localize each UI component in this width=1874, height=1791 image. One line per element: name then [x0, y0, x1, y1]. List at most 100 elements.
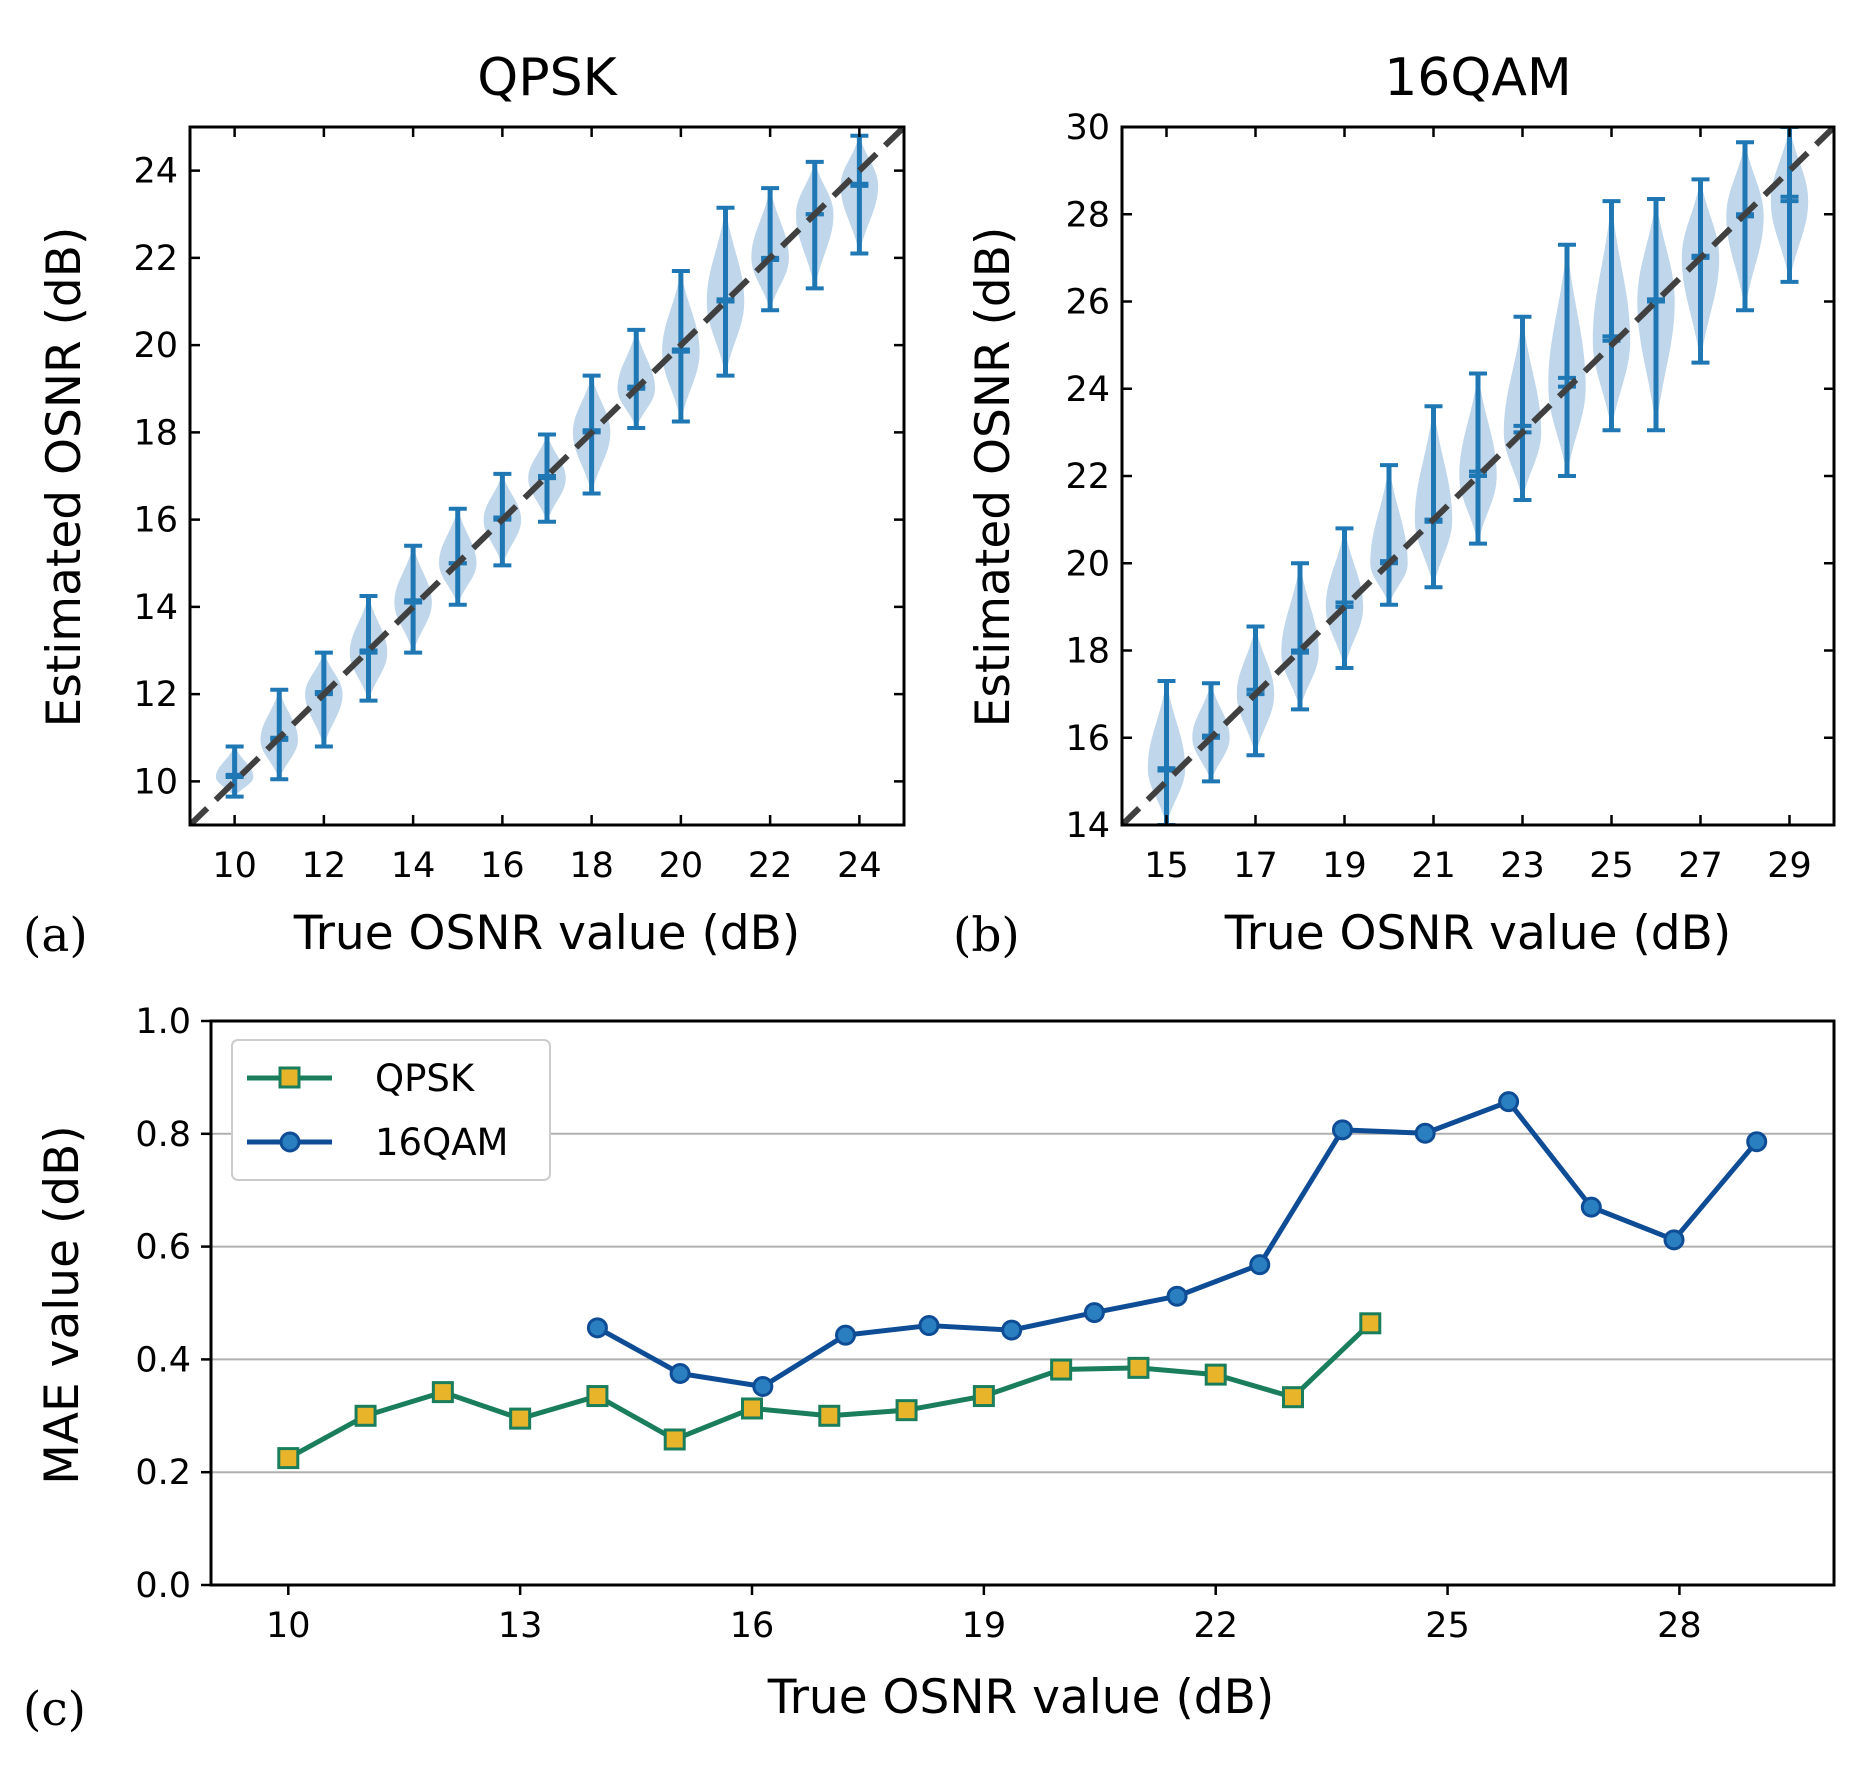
panel-a-x-axis-title: True OSNR value (dB): [293, 906, 800, 961]
data-point-qpsk: [1282, 1386, 1304, 1409]
panel-a-label: (a): [23, 908, 88, 963]
y-tick-label: 24: [133, 152, 178, 192]
x-tick-label: 25: [1425, 1606, 1470, 1646]
x-tick-label: 21: [1411, 846, 1456, 886]
axes-frame: [188, 125, 906, 827]
reference-diagonal-line: [190, 127, 904, 825]
reference-diagonal-line: [1122, 127, 1834, 825]
data-point-16qam: [1331, 1119, 1353, 1141]
y-tick-label: 16: [1065, 719, 1110, 759]
y-tick-label: 0.8: [135, 1115, 191, 1155]
data-point-16qam: [1249, 1254, 1271, 1276]
x-tick-label: 12: [302, 846, 347, 886]
x-tick-label: 25: [1589, 846, 1634, 886]
panel-b-label: (b): [953, 908, 1020, 963]
data-point-qpsk: [1050, 1358, 1073, 1381]
x-tick-label: 29: [1767, 846, 1812, 886]
y-tick-label: 16: [133, 501, 178, 541]
y-tick-label: 30: [1065, 108, 1110, 148]
data-point-16qam: [586, 1317, 608, 1339]
data-point-16qam: [1580, 1196, 1602, 1218]
panel-c-plot-area: 10 13 16 19 22 25 28 0.0 0.2 0.4 0.6 0.8 1.0: [135, 1002, 1836, 1646]
x-tick-label: 16: [730, 1606, 775, 1646]
panel-a-title: QPSK: [477, 48, 618, 108]
data-point-16qam: [1498, 1091, 1520, 1113]
panel-a-y-axis-title: Estimated OSNR (dB): [37, 227, 92, 728]
x-tick-label: 22: [748, 846, 793, 886]
panel-b-x-axis-title: True OSNR value (dB): [1224, 906, 1731, 961]
y-tick-label: 20: [133, 326, 178, 366]
x-tick-label: 19: [962, 1606, 1007, 1646]
legend-16qam-label: 16QAM: [375, 1121, 508, 1164]
plot-inner: [190, 127, 904, 825]
panel-b-16qam: 16QAM 15 17 19 21 23 25 27 29 14 16 18 20 22 24 26 28 30…: [953, 48, 1836, 963]
legend-16qam-circle-marker: [279, 1131, 301, 1153]
y-tick-label: 0.4: [135, 1340, 191, 1380]
data-point-16qam: [1083, 1302, 1105, 1324]
y-tick-label: 0.0: [135, 1566, 191, 1606]
data-point-qpsk: [354, 1404, 377, 1427]
y-tick-label: 28: [1065, 195, 1110, 235]
data-point-16qam: [669, 1363, 691, 1384]
panel-c-y-axis-title: MAE value (dB): [35, 1125, 90, 1484]
y-tick-label: 22: [133, 239, 178, 279]
x-tick-label: 22: [1193, 1606, 1238, 1646]
series-line-16qam: [596, 1099, 1759, 1389]
x-tick-label: 15: [1144, 846, 1189, 886]
data-point-qpsk: [1127, 1356, 1150, 1379]
legend-qpsk-label: QPSK: [375, 1057, 476, 1100]
series-qpsk: [277, 1312, 1382, 1470]
x-tick-label: 17: [1233, 846, 1278, 886]
x-tick-label: 19: [1322, 846, 1367, 886]
panel-b-y-axis-title: Estimated OSNR (dB): [966, 227, 1021, 728]
data-point-qpsk: [895, 1399, 918, 1422]
data-point-qpsk: [1204, 1363, 1227, 1386]
x-tick-label: 14: [391, 846, 436, 886]
legend-qpsk-square-marker: [278, 1066, 301, 1089]
panel-c-legend: QPSK 16QAM: [231, 1039, 551, 1181]
data-point-16qam: [1166, 1285, 1188, 1307]
x-tick-label: 27: [1678, 846, 1723, 886]
y-tick-label: 12: [133, 675, 178, 715]
y-tick-label: 20: [1065, 544, 1110, 584]
data-point-16qam: [1414, 1122, 1436, 1144]
plot-inner: [1122, 127, 1834, 825]
panel-a-plot-area: 10 12 14 16 18 20 22 24 10 12 14 16 18 20 22 24: [133, 125, 906, 886]
panel-c-label: (c): [23, 1682, 86, 1737]
panel-c-x-axis-title: True OSNR value (dB): [767, 1670, 1274, 1725]
y-tick-label: 18: [133, 413, 178, 453]
data-point-qpsk: [586, 1385, 609, 1408]
x-tick-label: 10: [266, 1606, 311, 1646]
panel-c-mae: 10 13 16 19 22 25 28 0.0 0.2 0.4 0.6 0.8 1.0 MAE val…: [23, 1002, 1836, 1737]
x-tick-label: 23: [1500, 846, 1545, 886]
x-tick-label: 18: [569, 846, 614, 886]
y-tick-label: 26: [1065, 283, 1110, 323]
data-point-16qam: [752, 1375, 774, 1397]
data-point-qpsk: [431, 1381, 454, 1404]
data-point-qpsk: [663, 1428, 686, 1451]
data-point-16qam: [835, 1324, 857, 1346]
x-tick-label: 24: [837, 846, 882, 886]
panel-b-plot-area: 15 17 19 21 23 25 27 29 14 16 18 20 22 24 26 28 30: [1065, 108, 1836, 886]
data-point-16qam: [1663, 1229, 1685, 1251]
data-point-16qam: [918, 1315, 940, 1337]
data-point-qpsk: [972, 1385, 995, 1408]
y-tick-label: 0.6: [135, 1228, 191, 1268]
y-tick-label: 14: [1065, 806, 1110, 846]
x-tick-label: 20: [659, 846, 704, 886]
y-tick-label: 14: [133, 588, 178, 628]
y-tick-label: 24: [1065, 370, 1110, 410]
x-tick-label: 28: [1657, 1606, 1702, 1646]
data-point-16qam: [1746, 1131, 1768, 1153]
y-tick-label: 22: [1065, 457, 1110, 497]
y-tick-label: 1.0: [135, 1002, 191, 1042]
data-point-qpsk: [818, 1404, 841, 1427]
data-point-qpsk: [509, 1407, 532, 1430]
y-tick-label: 18: [1065, 632, 1110, 672]
data-point-qpsk: [741, 1397, 763, 1420]
legend-frame: [231, 1039, 551, 1181]
axes-frame: [209, 1019, 1836, 1587]
panel-b-title: 16QAM: [1384, 48, 1572, 108]
data-point-qpsk: [1359, 1312, 1382, 1335]
